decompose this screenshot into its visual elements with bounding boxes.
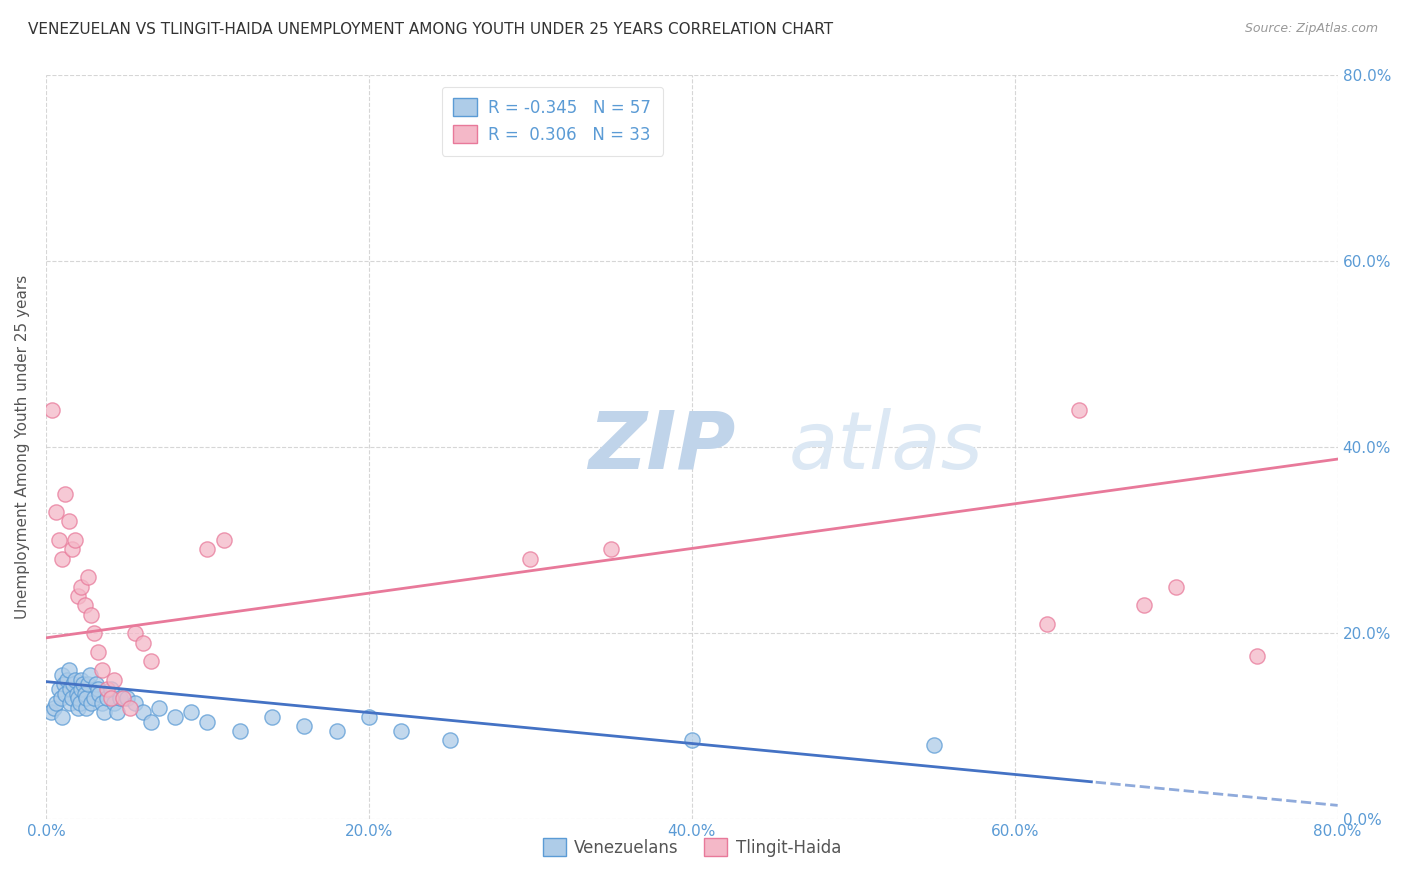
Point	[91, 696, 114, 710]
Point	[357, 710, 380, 724]
Point	[67, 700, 90, 714]
Point	[228, 723, 250, 738]
Point	[165, 710, 187, 724]
Point	[86, 645, 108, 659]
Point	[63, 673, 86, 687]
Point	[59, 681, 82, 696]
Point	[73, 687, 96, 701]
Point	[59, 696, 82, 710]
Point	[73, 599, 96, 613]
Point	[70, 580, 93, 594]
Point	[69, 696, 91, 710]
Point	[51, 551, 73, 566]
Point	[197, 714, 219, 729]
Point	[53, 486, 76, 500]
Point	[96, 681, 118, 696]
Point	[89, 687, 111, 701]
Point	[62, 677, 84, 691]
Point	[260, 710, 283, 724]
Point	[83, 626, 105, 640]
Text: Source: ZipAtlas.com: Source: ZipAtlas.com	[1244, 22, 1378, 36]
Point	[100, 681, 122, 696]
Point	[49, 691, 72, 706]
Point	[110, 691, 132, 706]
Point	[80, 607, 103, 622]
Point	[77, 570, 100, 584]
Point	[67, 589, 90, 603]
Point	[139, 654, 162, 668]
Point	[83, 691, 105, 706]
Point	[922, 738, 945, 752]
Point	[51, 668, 73, 682]
Point	[63, 533, 86, 547]
Point	[112, 691, 135, 706]
Point	[124, 626, 146, 640]
Point	[53, 687, 76, 701]
Point	[70, 681, 93, 696]
Point	[118, 700, 141, 714]
Point	[197, 542, 219, 557]
Text: ZIP: ZIP	[589, 408, 735, 486]
Point	[93, 706, 115, 720]
Point	[139, 714, 162, 729]
Point	[41, 402, 63, 417]
Point	[132, 635, 155, 649]
Point	[212, 533, 235, 547]
Point	[75, 691, 97, 706]
Point	[148, 700, 170, 714]
Point	[100, 691, 122, 706]
Point	[91, 664, 114, 678]
Point	[103, 673, 125, 687]
Point	[96, 691, 118, 706]
Point	[66, 687, 89, 701]
Point	[75, 700, 97, 714]
Point	[79, 668, 101, 682]
Point	[86, 681, 108, 696]
Point	[389, 723, 412, 738]
Point	[70, 673, 93, 687]
Point	[105, 706, 128, 720]
Point	[67, 691, 90, 706]
Point	[58, 664, 80, 678]
Point	[51, 710, 73, 724]
Point	[60, 691, 83, 706]
Point	[45, 696, 67, 710]
Point	[600, 542, 623, 557]
Point	[1133, 599, 1156, 613]
Legend: Venezuelans, Tlingit-Haida: Venezuelans, Tlingit-Haida	[536, 831, 848, 863]
Point	[80, 696, 103, 710]
Point	[45, 505, 67, 519]
Point	[48, 533, 70, 547]
Point	[48, 681, 70, 696]
Point	[124, 696, 146, 710]
Y-axis label: Unemployment Among Youth under 25 years: Unemployment Among Youth under 25 years	[15, 275, 30, 619]
Point	[1069, 402, 1091, 417]
Point	[72, 677, 94, 691]
Text: VENEZUELAN VS TLINGIT-HAIDA UNEMPLOYMENT AMONG YOUTH UNDER 25 YEARS CORRELATION : VENEZUELAN VS TLINGIT-HAIDA UNEMPLOYMENT…	[28, 22, 834, 37]
Point	[132, 706, 155, 720]
Point	[1036, 616, 1059, 631]
Point	[519, 551, 541, 566]
Point	[58, 515, 80, 529]
Point	[56, 673, 79, 687]
Point	[84, 677, 107, 691]
Point	[39, 706, 62, 720]
Point	[77, 677, 100, 691]
Point	[103, 696, 125, 710]
Text: atlas: atlas	[789, 408, 983, 486]
Point	[439, 733, 461, 747]
Point	[42, 700, 65, 714]
Point	[292, 719, 315, 733]
Point	[52, 677, 75, 691]
Point	[1246, 649, 1268, 664]
Point	[115, 691, 138, 706]
Point	[325, 723, 347, 738]
Point	[60, 542, 83, 557]
Point	[180, 706, 202, 720]
Point	[681, 733, 703, 747]
Point	[1166, 580, 1188, 594]
